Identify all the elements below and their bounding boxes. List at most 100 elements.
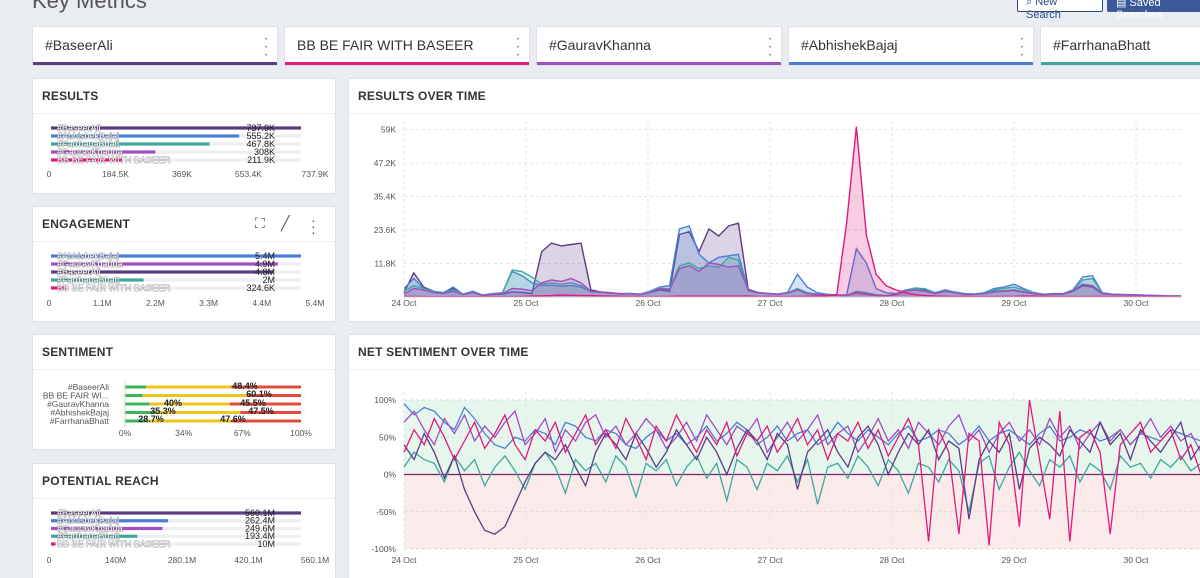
tag-label: #BaseerAli [45, 37, 113, 53]
sentiment-segment [146, 385, 232, 389]
x-tick-label: 29 Oct [1001, 298, 1027, 308]
tag-color-bar [285, 62, 529, 65]
bar-value-label: 737.9K [246, 123, 275, 133]
panel-title: RESULTS [42, 89, 99, 103]
bar [51, 526, 163, 531]
sentiment-value-label: 47.6% [220, 414, 246, 424]
x-tick-label: 25 Oct [513, 555, 539, 565]
expand-icon[interactable]: ⛶ [255, 215, 265, 231]
x-tick-label: 25 Oct [513, 298, 539, 308]
x-tick-label: 0 [47, 298, 52, 308]
bar-track [51, 534, 301, 538]
tag-card-abhishek[interactable]: #AbhishekBajaj · · · [788, 26, 1034, 66]
sentiment-segment [231, 385, 301, 389]
bar [51, 126, 301, 130]
sentiment-segment [156, 411, 241, 414]
sentiment-segment [125, 394, 143, 397]
sentiment-segment [142, 394, 249, 397]
series-line [403, 420, 1200, 535]
x-tick-label: 0 [47, 169, 52, 179]
bar-value-label: 555.2K [246, 131, 275, 141]
sentiment-segment [248, 394, 301, 397]
tag-color-bar [33, 62, 277, 65]
kebab-menu-icon[interactable]: · · · [1019, 30, 1025, 63]
bar-value-label: 10M [257, 539, 275, 549]
bar [51, 158, 123, 162]
x-tick-label: 67% [234, 428, 251, 438]
tag-card-gaurav[interactable]: #GauravKhanna · · · [536, 26, 782, 66]
bar-track [51, 278, 301, 282]
kebab-menu-icon[interactable]: · · · [515, 30, 521, 63]
x-tick-label: 24 Oct [391, 555, 417, 565]
bar [51, 511, 301, 515]
x-tick-label: 3.3M [199, 298, 218, 308]
bar-value-label: 5.4M [255, 251, 275, 261]
x-tick-label: 280.1M [168, 555, 196, 565]
series-line [403, 262, 1181, 297]
y-tick-label: 35.4K [374, 192, 397, 202]
y-tick-label: -50% [376, 507, 396, 517]
x-tick-label: 30 Oct [1123, 555, 1149, 565]
sentiment-segment [125, 411, 157, 414]
category-label: #FarrhanaBhatt [50, 416, 110, 426]
bar-category-label: #AbhishekBajaj [57, 251, 119, 261]
panel-title: ENGAGEMENT [42, 217, 131, 231]
bar-value-label: 560.1M [245, 508, 275, 518]
x-tick-label: 26 Oct [635, 298, 661, 308]
bar [51, 286, 67, 290]
bar [51, 270, 274, 274]
sentiment-segment [240, 411, 301, 414]
category-label: BB BE FAIR WI... [43, 391, 109, 401]
tag-card-baseer[interactable]: #BaseerAli · · · [32, 26, 278, 66]
results-over-time-panel: RESULTS OVER TIME 11.8K 23.6K 35.4K 47.2K 59… [348, 78, 1200, 322]
bar-category-label: BB BE FAIR WITH BASEER [57, 539, 171, 549]
sentiment-value-label: 40% [164, 398, 182, 408]
saved-searches-label: Saved Searches [1116, 0, 1163, 21]
bar-track [51, 150, 301, 154]
tag-card-bbfair[interactable]: BB BE FAIR WITH BASEER · · · [284, 26, 530, 66]
bar-value-label: 211.9K [247, 155, 275, 165]
bar [51, 542, 56, 546]
search-icon: ⌕ [1026, 0, 1033, 8]
bar [51, 519, 169, 523]
tag-label: BB BE FAIR WITH BASEER [297, 37, 474, 53]
tag-label: #AbhishekBajaj [801, 37, 898, 53]
tag-color-bar [789, 62, 1033, 65]
kebab-menu-icon[interactable]: · · · [263, 30, 269, 63]
category-label: #AbhishekBajaj [50, 408, 109, 418]
sentiment-value-label: 45.5% [240, 398, 266, 408]
bar-value-label: 193.4M [245, 531, 275, 541]
category-label: #GauravKhanna [47, 399, 109, 409]
x-tick-label: 27 Oct [757, 555, 783, 565]
new-search-button[interactable]: ⌕ New Search [1017, 0, 1103, 21]
kebab-menu-icon[interactable]: · · · [767, 30, 773, 63]
tag-card-farrhana[interactable]: #FarrhanaBhatt [1040, 26, 1200, 66]
sentiment-value-label: 48.4% [232, 381, 258, 391]
x-tick-label: 737.9K [302, 169, 329, 179]
y-tick-label: 0% [384, 470, 397, 480]
bar [51, 134, 240, 138]
panel-title: NET SENTIMENT OVER TIME [358, 345, 529, 359]
x-tick-label: 1.1M [93, 298, 112, 308]
bar-category-label: #BaseerAli [57, 123, 101, 133]
tag-label: #GauravKhanna [549, 37, 651, 53]
kebab-menu-icon[interactable]: · · · [311, 212, 316, 240]
reach-panel: POTENTIAL REACH #BaseerAli 560.1M #Abhishe… [32, 463, 336, 578]
bar-value-label: 308K [254, 147, 275, 157]
bar-category-label: #BaseerAli [57, 508, 101, 518]
bar-category-label: #GauravKhanna [57, 259, 123, 269]
line-chart-icon[interactable]: ╱ [281, 215, 290, 231]
results-panel: RESULTS #BaseerAli 737.9K #AbhishekBajaj 55… [32, 78, 336, 194]
saved-searches-button[interactable]: ▤ Saved Searches [1107, 0, 1200, 21]
sentiment-segment [229, 402, 301, 406]
x-tick-label: 553.4K [235, 169, 262, 179]
net-sentiment-panel: NET SENTIMENT OVER TIME 100% 50% 0% -50% -10… [348, 334, 1200, 578]
x-tick-label: 24 Oct [391, 298, 417, 308]
x-tick-label: 0% [119, 428, 132, 438]
bar-category-label: BB BE FAIR WITH BASEER [57, 155, 171, 165]
reach-chart: #BaseerAli 560.1M #AbhishekBajaj 262.4M #Gau… [47, 507, 330, 565]
bar [51, 534, 138, 538]
results-over-time-chart: 11.8K 23.6K 35.4K 47.2K 59K 24 Oct 25 Oct 26 Oc… [374, 121, 1181, 308]
y-tick-label: 59K [381, 125, 396, 135]
